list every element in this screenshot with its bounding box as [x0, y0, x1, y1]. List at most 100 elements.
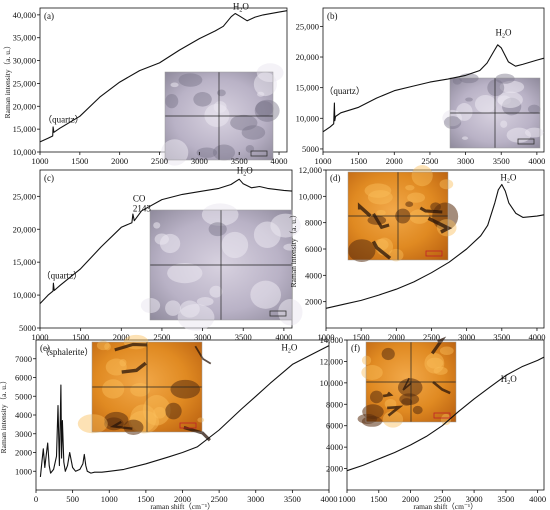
y-tick-label: 2000	[15, 448, 32, 458]
y-tick-label: 10,000	[13, 147, 36, 157]
micrograph-d	[347, 165, 459, 262]
x-tick-label: 1000	[101, 494, 118, 504]
x-tick-label: 1500	[71, 156, 88, 166]
panel-label: (f)	[351, 343, 360, 353]
annotation-1: CO	[133, 194, 146, 204]
annotation-0: （quartz）	[43, 114, 84, 124]
y-tick-label: 1000	[15, 466, 32, 476]
x-tick-label: 2500	[151, 156, 168, 166]
x-tick-label: 2500	[434, 494, 451, 504]
x-tick-label: 4000	[275, 332, 292, 342]
series-line	[39, 10, 288, 143]
x-tick-label: 1000	[339, 494, 356, 504]
annotation-1: H2O	[281, 342, 298, 354]
annotation-0: H2O	[500, 173, 517, 185]
annotation-1: H2O	[233, 1, 250, 13]
x-tick-label: 3000	[458, 332, 475, 342]
annotation-3: H2O	[237, 165, 254, 177]
micrograph-b	[442, 73, 544, 149]
y-tick-label: 8000	[326, 399, 343, 409]
y-tick-label: 25,000	[296, 21, 319, 31]
micrograph-c	[140, 203, 303, 331]
x-tick-label: 2000	[111, 156, 128, 166]
y-tick-label: 4000	[305, 270, 322, 280]
y-tick-label: 6000	[305, 244, 322, 254]
y-tick-label: 10,000	[296, 113, 319, 123]
x-tick-label: 500	[66, 494, 79, 504]
panel-3: 1000 1500 2000 2500 3000 3500 4000 2000 4000 6000…	[289, 165, 545, 342]
series-line	[39, 345, 330, 477]
x-tick-label: 4000	[528, 332, 545, 342]
panel-4: 0 500 1000 1500 2000 2500 3000 3500 4000 1000 2000…	[0, 334, 338, 510]
x-tick-label: 3500	[493, 332, 510, 342]
x-tick-label: 1500	[72, 332, 89, 342]
y-tick-label: 14,000	[320, 335, 343, 345]
y-tick-label: 6000	[15, 373, 32, 383]
y-tick-label: 12,000	[299, 165, 322, 175]
annotation-0: （quartz）	[42, 271, 83, 281]
annotation-1: H2O	[496, 28, 513, 40]
y-tick-label: 10,000	[13, 290, 36, 300]
y-axis-title: Raman intensity（a. u.）	[289, 211, 298, 288]
y-axis-title: Raman intensity（a. u.）	[0, 377, 8, 454]
plot-frame	[322, 7, 545, 153]
panel-2: 1000 1500 2000 2500 3000 3500 4000 5000 10,000 15…	[13, 165, 303, 342]
panel-5: 1000 1500 2000 2500 3000 3500 4000 2000 4000 6000…	[320, 335, 547, 510]
y-tick-label: 8000	[305, 218, 322, 228]
y-tick-label: 25,000	[13, 191, 36, 201]
panel-label: (e)	[40, 343, 50, 353]
panel-0: 1000 1500 2000 2500 3000 3500 4000 10,000 15,000…	[3, 1, 288, 166]
x-tick-label: 3000	[247, 494, 264, 504]
y-tick-label: 5000	[19, 323, 36, 333]
series-line	[325, 183, 545, 309]
y-tick-label: 2000	[305, 297, 322, 307]
x-tick-label: 3500	[235, 332, 252, 342]
panel-label: (b)	[327, 11, 338, 21]
y-tick-label: 7000	[15, 354, 32, 364]
x-tick-label: 3000	[191, 156, 208, 166]
x-tick-label: 1500	[353, 332, 370, 342]
y-tick-label: 15,000	[13, 124, 36, 134]
x-tick-label: 2000	[113, 332, 130, 342]
series-line	[346, 356, 545, 472]
panel-label: (a)	[44, 11, 54, 21]
y-tick-label: 4000	[15, 410, 32, 420]
x-tick-label: 1000	[32, 332, 49, 342]
y-tick-label: 5000	[15, 391, 32, 401]
micrograph-f	[357, 336, 457, 428]
x-tick-label: 4000	[529, 494, 546, 504]
y-tick-label: 3000	[15, 429, 32, 439]
x-tick-label: 1500	[350, 156, 367, 166]
x-tick-label: 3500	[497, 494, 514, 504]
x-tick-label: 1500	[370, 494, 387, 504]
y-tick-label: 20,000	[296, 52, 319, 62]
series-line	[39, 178, 293, 304]
y-tick-label: 5000	[302, 144, 319, 154]
annotation-2: 2143	[133, 203, 152, 213]
x-tick-label: 2500	[153, 332, 170, 342]
x-tick-label: 3500	[231, 156, 248, 166]
y-tick-label: 20,000	[13, 101, 36, 111]
x-tick-label: 2500	[211, 494, 228, 504]
y-tick-label: 10,000	[299, 191, 322, 201]
y-tick-label: 6000	[326, 421, 343, 431]
y-tick-label: 4000	[326, 442, 343, 452]
micrograph-e	[77, 334, 212, 442]
x-tick-label: 0	[34, 494, 38, 504]
plot-frame	[346, 339, 545, 491]
x-tick-label: 2000	[386, 156, 403, 166]
annotation-0: （quartz）	[324, 86, 365, 96]
y-tick-label: 35,000	[13, 33, 36, 43]
x-tick-label: 1000	[32, 156, 49, 166]
y-axis-title: Raman intensity（a. u.）	[3, 42, 12, 119]
panel-label: (c)	[44, 173, 54, 183]
x-tick-label: 3000	[466, 494, 483, 504]
y-tick-label: 40,000	[13, 10, 36, 20]
x-tick-label: 3500	[284, 494, 301, 504]
x-tick-label: 2500	[423, 332, 440, 342]
x-tick-label: 2000	[174, 494, 191, 504]
x-tick-label: 4000	[321, 494, 338, 504]
panel-1: 1000 1500 2000 2500 3000 3500 4000 5000 10,000 15…	[296, 7, 545, 166]
annotation-0: H2O	[501, 374, 518, 386]
y-tick-label: 15,000	[296, 83, 319, 93]
